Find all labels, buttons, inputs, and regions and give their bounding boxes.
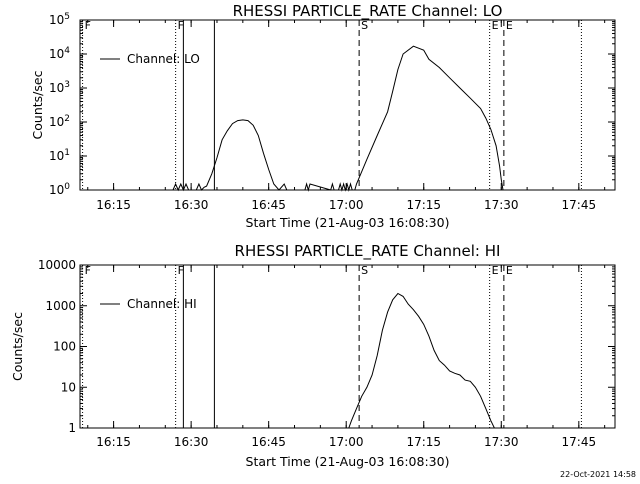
x-axis-label: Start Time (21-Aug-03 16:08:30)	[246, 454, 450, 469]
y-axis-label: Counts/sec	[10, 312, 25, 381]
y-tick-label: 1	[68, 421, 76, 435]
x-tick-label: 17:00	[329, 435, 364, 449]
x-tick-label: 17:00	[329, 198, 364, 212]
event-marker-label: S	[361, 264, 368, 277]
chart-title: RHESSI PARTICLE_RATE Channel: LO	[233, 2, 503, 21]
event-marker-label: E	[506, 19, 513, 32]
x-tick-label: 17:45	[562, 435, 597, 449]
y-tick-label: 1000	[45, 299, 76, 313]
event-marker-label: E	[492, 264, 499, 277]
event-marker-label: F	[178, 19, 184, 32]
panel-hi: RHESSI PARTICLE_RATE Channel: HI 16:15 16:…	[10, 242, 616, 469]
series-line	[172, 45, 504, 192]
x-tick-label: 16:45	[251, 435, 286, 449]
x-tick-label: 16:30	[174, 198, 209, 212]
y-tick-label: 105	[49, 12, 70, 27]
chart-title: RHESSI PARTICLE_RATE Channel: HI	[235, 242, 501, 261]
event-marker-label: F	[178, 264, 184, 277]
plot-frame	[79, 264, 616, 429]
series-line	[348, 292, 495, 429]
x-tick-label: 17:45	[562, 198, 597, 212]
event-marker-label: S	[361, 19, 368, 32]
y-tick-label: 103	[49, 80, 70, 95]
legend-label: Channel: LO	[127, 52, 200, 66]
x-tick-label: 16:30	[174, 435, 209, 449]
plot-frame	[79, 19, 616, 191]
x-tick-label: 17:30	[484, 198, 519, 212]
y-tick-label: 100	[53, 340, 76, 354]
legend-label: Channel: HI	[127, 297, 197, 311]
x-tick-label: 17:15	[406, 435, 441, 449]
y-tick-label: 10	[61, 380, 76, 394]
event-marker-label: E	[506, 264, 513, 277]
x-tick-label: 17:15	[406, 198, 441, 212]
y-tick-label: 102	[49, 114, 70, 129]
y-tick-label: 100	[49, 182, 70, 197]
y-axis-label: Counts/sec	[30, 70, 45, 139]
y-tick-label: 10000	[38, 258, 76, 272]
x-tick-label: 16:15	[96, 198, 131, 212]
x-axis-label: Start Time (21-Aug-03 16:08:30)	[246, 215, 450, 230]
event-marker-label: F	[85, 264, 91, 277]
event-marker-label: E	[492, 19, 499, 32]
x-tick-label: 17:30	[484, 435, 519, 449]
x-tick-label: 16:15	[96, 435, 131, 449]
y-tick-label: 101	[49, 148, 70, 163]
x-tick-label: 16:45	[251, 198, 286, 212]
panel-lo: RHESSI PARTICLE_RATE Channel: LO 16:15 16:…	[30, 2, 616, 230]
timestamp-label: 22-Oct-2021 14:58	[560, 470, 636, 479]
event-marker-label: F	[85, 19, 91, 32]
y-tick-label: 104	[49, 46, 70, 61]
